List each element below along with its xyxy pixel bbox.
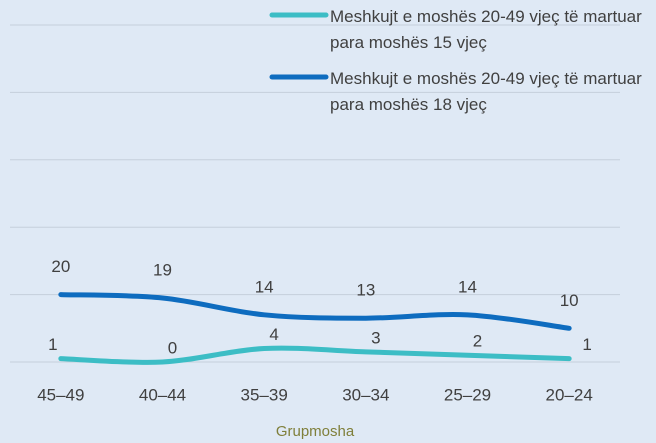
data-label: 0 <box>168 338 177 357</box>
x-tick-label: 20–24 <box>546 385 593 404</box>
x-tick-label: 30–34 <box>342 385 389 404</box>
data-label: 4 <box>269 325 278 344</box>
legend-entry: Meshkujt e moshës 20-49 vjeç të martuar … <box>330 69 642 114</box>
data-label: 19 <box>153 260 172 279</box>
data-label: 14 <box>458 277 477 296</box>
data-label: 13 <box>356 281 375 300</box>
x-tick-label: 40–44 <box>139 385 186 404</box>
data-label: 3 <box>371 328 380 347</box>
data-label: 20 <box>51 257 70 276</box>
data-label: 10 <box>560 291 579 310</box>
data-label: 1 <box>582 335 591 354</box>
data-label: 2 <box>473 332 482 351</box>
data-label: 1 <box>48 335 57 354</box>
line-series <box>58 345 572 365</box>
x-tick-label: 35–39 <box>241 385 288 404</box>
line-series <box>58 292 572 331</box>
legend-entry: Meshkujt e moshës 20-49 vjeç të martuar … <box>330 7 642 52</box>
data-label: 14 <box>255 277 274 296</box>
x-tick-label: 45–49 <box>37 385 84 404</box>
x-axis-title: Grupmosha <box>276 423 355 440</box>
x-tick-label: 25–29 <box>444 385 491 404</box>
